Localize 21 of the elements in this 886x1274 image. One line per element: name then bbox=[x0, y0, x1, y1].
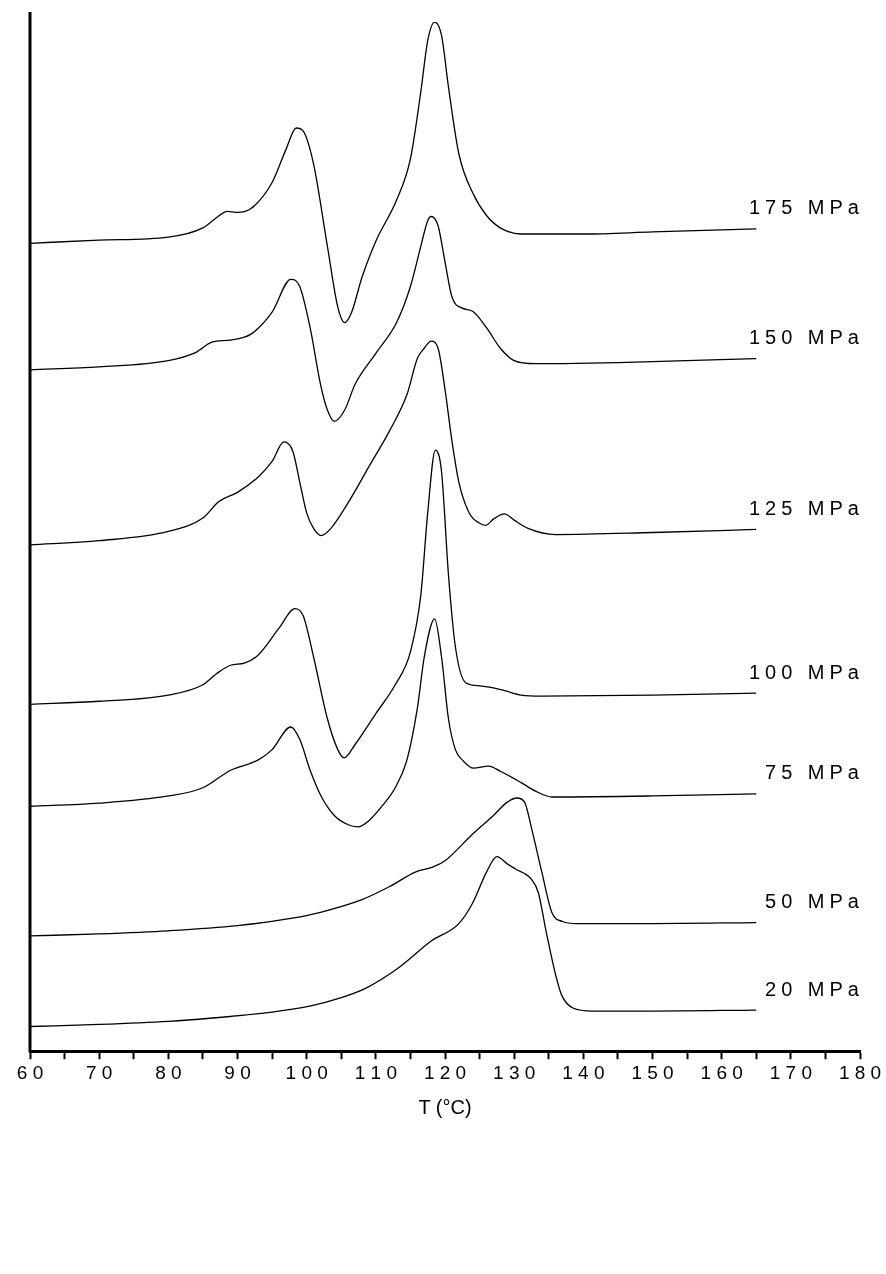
series-label: 50 MPa bbox=[765, 890, 864, 913]
series-label: 75 MPa bbox=[765, 761, 864, 784]
x-tick-label: 9 0 bbox=[224, 1061, 251, 1083]
x-tick-label: 1 1 0 bbox=[354, 1061, 397, 1083]
x-tick-label: 7 0 bbox=[85, 1061, 113, 1083]
x-tick-label: 1 7 0 bbox=[769, 1061, 812, 1083]
x-tick-label: 1 3 0 bbox=[493, 1061, 536, 1083]
series-label: 150 MPa bbox=[748, 326, 864, 349]
series-label: 175 MPa bbox=[748, 196, 864, 219]
x-tick-label: 8 0 bbox=[155, 1061, 182, 1083]
series-label: 125 MPa bbox=[748, 496, 864, 519]
x-axis-title: T (°C) bbox=[418, 1095, 472, 1118]
x-tick-label: 1 6 0 bbox=[700, 1061, 743, 1083]
x-tick-label: 1 8 0 bbox=[838, 1061, 882, 1083]
x-tick-label: 1 5 0 bbox=[631, 1061, 674, 1083]
x-tick-label: 1 2 0 bbox=[423, 1061, 467, 1083]
x-tick-label: 1 4 0 bbox=[562, 1061, 605, 1083]
x-tick-label: 1 0 0 bbox=[285, 1061, 328, 1083]
series-label: 20 MPa bbox=[765, 977, 864, 1000]
x-tick-label: 6 0 bbox=[16, 1061, 44, 1083]
series-label: 100 MPa bbox=[748, 660, 864, 683]
